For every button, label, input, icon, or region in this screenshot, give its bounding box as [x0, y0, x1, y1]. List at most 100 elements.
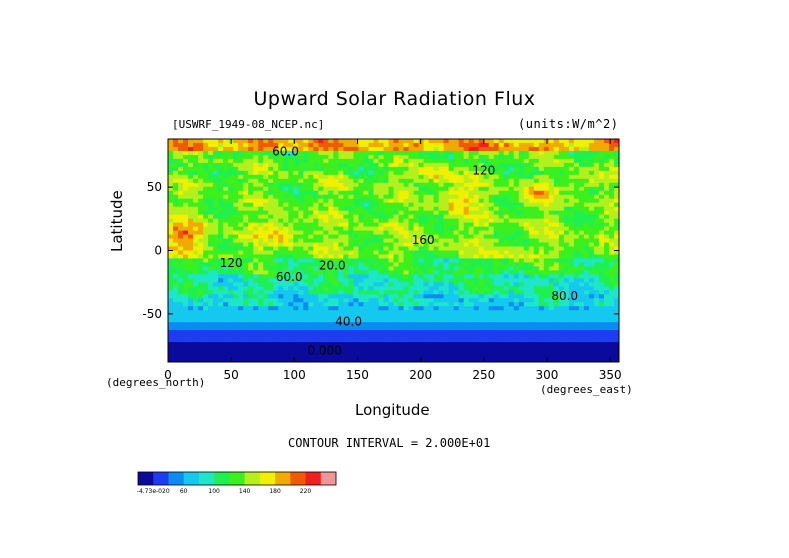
field-cell [373, 174, 380, 180]
field-cell [348, 210, 355, 216]
field-cell [328, 218, 334, 224]
field-cell [193, 294, 199, 299]
field-cell [503, 342, 510, 347]
field-cell [608, 294, 615, 299]
field-cell [328, 139, 334, 144]
field-cell [398, 238, 405, 244]
field-cell [413, 190, 420, 196]
field-cell [563, 294, 570, 299]
chart-title: Upward Solar Radiation Flux [253, 88, 536, 110]
field-cell [293, 146, 299, 152]
field-cell [383, 310, 390, 315]
field-cell [593, 326, 600, 331]
field-cell [558, 154, 565, 160]
field-cell [553, 294, 560, 299]
field-cell [503, 158, 510, 164]
field-cell [453, 274, 460, 279]
field-cell [418, 290, 425, 295]
field-cell [258, 262, 264, 268]
field-cell [358, 270, 365, 275]
field-cell [513, 322, 520, 327]
field-cell [423, 318, 430, 323]
field-cell [293, 282, 299, 287]
field-cell [328, 190, 334, 196]
field-cell [203, 330, 209, 335]
field-cell [318, 222, 324, 228]
field-cell [238, 338, 244, 343]
field-cell [533, 166, 540, 172]
field-cell [543, 154, 550, 160]
field-cell [488, 214, 495, 220]
field-cell [198, 166, 204, 172]
field-cell [498, 270, 505, 275]
field-cell [288, 346, 294, 351]
field-cell [598, 202, 605, 208]
field-cell [543, 194, 550, 200]
field-cell [353, 334, 360, 339]
field-cell [613, 182, 619, 188]
field-cell [428, 334, 435, 339]
field-cell [478, 174, 485, 180]
field-cell [208, 254, 214, 260]
field-cell [278, 258, 284, 264]
field-cell [583, 270, 590, 275]
field-cell [363, 270, 370, 275]
field-cell [273, 278, 279, 283]
field-cell [443, 326, 450, 331]
field-cell [463, 338, 470, 343]
field-cell [423, 266, 430, 272]
field-cell [248, 306, 254, 311]
field-cell [513, 306, 520, 311]
field-cell [283, 170, 289, 176]
field-cell [328, 162, 334, 168]
field-cell [608, 139, 615, 144]
field-cell [238, 342, 244, 347]
field-cell [523, 210, 530, 216]
field-cell [203, 170, 209, 176]
field-cell [408, 234, 415, 240]
field-cell [223, 322, 229, 327]
field-cell [603, 146, 610, 152]
field-cell [488, 202, 495, 208]
field-cell [288, 234, 294, 240]
field-cell [508, 270, 515, 275]
field-cell [428, 326, 435, 331]
field-cell [508, 258, 515, 264]
field-cell [513, 302, 520, 307]
field-cell [533, 330, 540, 335]
field-cell [558, 338, 565, 343]
field-cell [223, 139, 229, 144]
field-cell [588, 330, 595, 335]
field-cell [228, 242, 234, 248]
field-cell [418, 350, 425, 355]
field-cell [303, 270, 309, 275]
field-cell [578, 314, 585, 319]
field-cell [238, 202, 244, 208]
field-cell [308, 358, 314, 362]
field-cell [518, 302, 525, 307]
field-cell [568, 306, 575, 311]
field-cell [293, 150, 299, 156]
field-cell [198, 146, 204, 152]
field-cell [483, 206, 490, 212]
field-cell [338, 250, 344, 256]
field-cell [388, 190, 395, 196]
field-cell [168, 266, 174, 272]
field-cell [408, 318, 415, 323]
field-cell [378, 238, 385, 244]
field-cell [508, 154, 515, 160]
field-cell [233, 194, 239, 200]
field-cell [418, 270, 425, 275]
field-cell [218, 154, 224, 160]
field-cell [533, 250, 540, 256]
field-cell [453, 298, 460, 303]
field-cell [353, 254, 360, 260]
field-cell [598, 218, 605, 224]
field-cell [198, 206, 204, 212]
field-cell [243, 302, 249, 307]
field-cell [508, 334, 515, 339]
field-cell [508, 146, 515, 152]
field-cell [438, 342, 445, 347]
field-cell [583, 314, 590, 319]
field-cell [383, 146, 390, 152]
